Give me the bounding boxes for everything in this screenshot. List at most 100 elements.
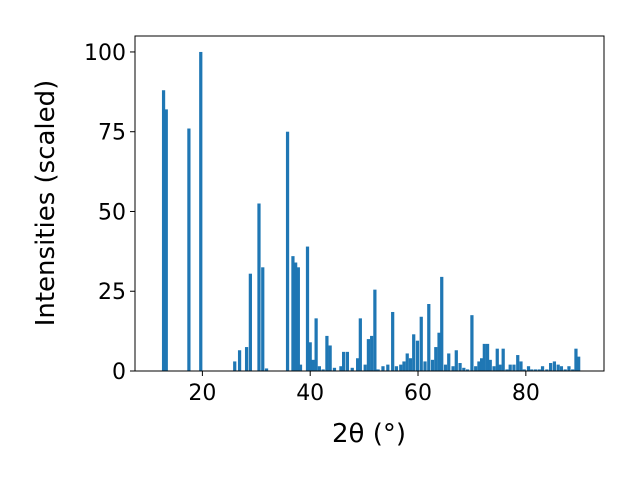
bar — [516, 355, 520, 371]
bar — [423, 361, 427, 371]
bar — [363, 364, 367, 371]
bar — [477, 361, 481, 371]
bar — [391, 311, 395, 371]
bar — [470, 315, 474, 371]
x-axis-ticks: 20 40 60 80 — [188, 371, 540, 406]
bar — [261, 267, 265, 371]
bar — [451, 366, 455, 371]
y-axis-ticks: 0 25 50 75 100 — [84, 41, 135, 385]
bar — [408, 358, 413, 371]
bar — [294, 262, 298, 371]
bar — [366, 339, 371, 371]
bar — [164, 109, 168, 371]
bar — [574, 348, 578, 371]
bar — [427, 304, 431, 371]
bar — [549, 363, 553, 371]
bar — [559, 366, 564, 371]
y-axis-label: Intensities (scaled) — [31, 80, 61, 327]
bar — [402, 361, 406, 371]
bar — [285, 131, 290, 371]
bar — [462, 367, 466, 371]
plot-frame — [134, 35, 605, 372]
bar — [399, 364, 403, 371]
y-tick-label: 0 — [112, 360, 126, 385]
y-tick-label: 25 — [98, 280, 126, 305]
bar — [537, 369, 541, 371]
bar — [386, 364, 390, 371]
bar — [415, 340, 420, 371]
bar — [257, 203, 261, 371]
bar — [394, 366, 399, 371]
y-tick-label: 75 — [98, 121, 126, 146]
bar — [325, 335, 329, 371]
bar — [556, 364, 560, 371]
bar — [314, 318, 318, 371]
bar — [454, 350, 458, 371]
bar — [522, 369, 526, 371]
bar — [466, 369, 470, 371]
bar — [488, 359, 492, 371]
bar — [356, 358, 360, 371]
bar — [443, 364, 448, 371]
bar — [501, 348, 505, 371]
bar — [237, 350, 242, 371]
bar — [199, 51, 203, 371]
bar — [311, 359, 315, 371]
bar — [264, 368, 269, 371]
bar — [519, 361, 523, 371]
bar — [540, 366, 545, 371]
bar — [545, 369, 549, 371]
bar — [376, 369, 380, 371]
bar — [533, 369, 538, 371]
bar — [370, 335, 374, 371]
bar — [526, 366, 531, 371]
bar — [485, 343, 490, 371]
bar — [350, 367, 354, 371]
bar — [505, 369, 509, 371]
bar — [161, 90, 166, 372]
bar — [345, 351, 350, 371]
bar — [434, 347, 438, 371]
bar — [373, 289, 377, 371]
bar — [358, 318, 362, 371]
x-tick-label: 20 — [188, 381, 216, 406]
y-tick-label: 50 — [98, 200, 126, 225]
bar — [308, 342, 312, 371]
bar — [571, 369, 575, 371]
bar — [244, 347, 249, 371]
x-tick-label: 60 — [404, 381, 432, 406]
bar — [298, 364, 303, 371]
bar — [321, 369, 325, 371]
bar — [482, 343, 486, 371]
bar — [342, 351, 346, 371]
bar — [530, 369, 534, 371]
bar — [405, 353, 409, 371]
bar — [296, 267, 300, 371]
bar — [419, 316, 423, 371]
bar — [328, 345, 332, 371]
bar — [458, 363, 462, 371]
bar — [498, 364, 502, 371]
x-tick-label: 40 — [296, 381, 324, 406]
bar — [305, 246, 310, 371]
bar — [332, 367, 337, 371]
bar — [233, 361, 237, 371]
bar — [552, 361, 557, 371]
y-tick-label: 100 — [84, 41, 126, 66]
bar — [248, 273, 252, 371]
bar — [187, 128, 191, 371]
bar — [480, 358, 484, 371]
bar — [437, 332, 441, 371]
bar — [317, 366, 321, 371]
bar — [495, 348, 499, 371]
bar — [430, 359, 435, 371]
x-axis-label: 2θ (°) — [332, 419, 406, 449]
bar — [339, 366, 343, 371]
bar — [381, 366, 385, 371]
x-tick-label: 80 — [512, 381, 540, 406]
bar — [447, 353, 451, 371]
bar — [474, 366, 478, 371]
bar — [567, 366, 571, 371]
